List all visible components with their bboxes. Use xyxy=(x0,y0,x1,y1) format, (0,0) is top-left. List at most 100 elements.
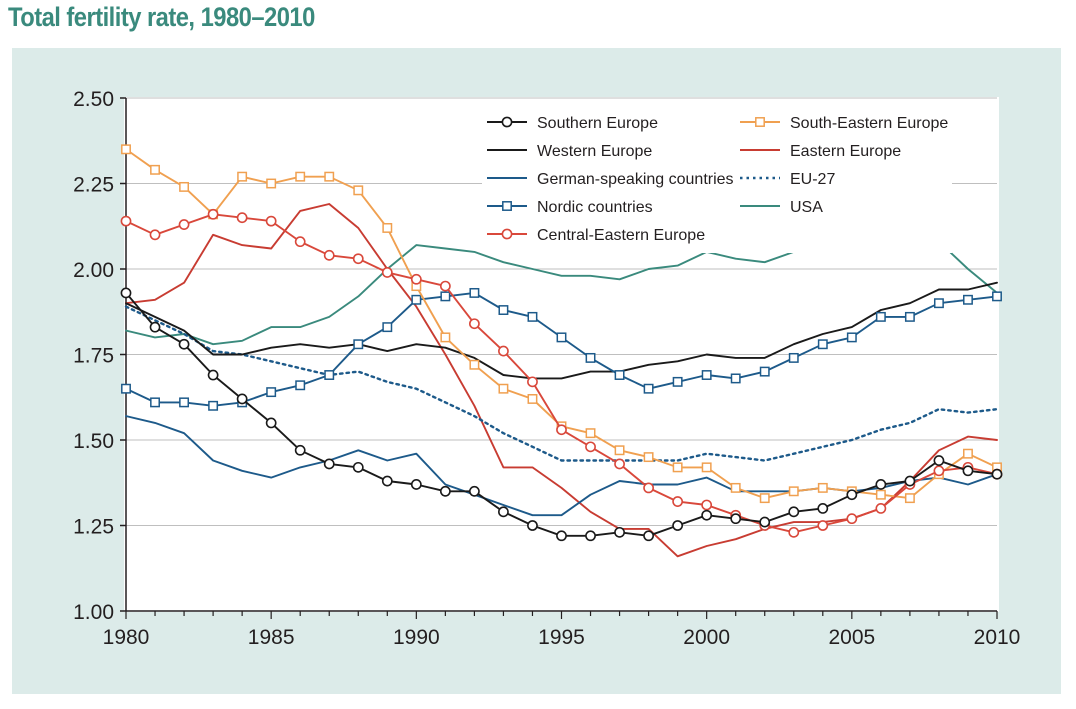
data-point-south-eastern-europe xyxy=(237,171,248,182)
data-point-southern-europe xyxy=(527,520,538,531)
data-point-central-eastern-europe xyxy=(672,496,684,507)
data-point-nordic-countries xyxy=(875,311,886,322)
data-point-nordic-countries xyxy=(701,370,712,380)
data-point-nordic-countries xyxy=(411,294,422,305)
data-point-south-eastern-europe xyxy=(585,428,596,439)
series-line-eu-27 xyxy=(124,305,999,462)
data-point-south-eastern-europe xyxy=(527,394,538,404)
legend-marker xyxy=(501,116,513,128)
data-point-nordic-countries xyxy=(498,305,509,315)
data-point-south-eastern-europe xyxy=(295,171,306,182)
y-tick-label: 1.50 xyxy=(73,430,114,453)
data-point-central-eastern-europe xyxy=(149,229,161,241)
y-tick-label: 2.25 xyxy=(73,174,114,197)
data-point-southern-europe xyxy=(614,526,625,538)
data-point-central-eastern-europe xyxy=(381,267,393,278)
data-point-nordic-countries xyxy=(150,397,160,408)
data-point-southern-europe xyxy=(759,516,771,528)
data-point-south-eastern-europe xyxy=(672,462,683,473)
series-eu-27 xyxy=(124,305,999,462)
legend: Southern Europe Western Europe German-spea… xyxy=(482,103,952,253)
legend-item-south-eastern-europe: South-Eastern Europe xyxy=(740,115,948,132)
data-point-south-eastern-europe xyxy=(266,178,277,189)
data-point-southern-europe xyxy=(991,468,1003,480)
data-point-southern-europe xyxy=(410,479,422,490)
data-point-south-eastern-europe xyxy=(498,383,509,394)
data-point-central-eastern-europe xyxy=(614,458,625,470)
data-point-southern-europe xyxy=(585,530,596,542)
data-point-central-eastern-europe xyxy=(207,208,219,220)
legend-marker xyxy=(501,228,513,240)
data-point-nordic-countries xyxy=(846,332,857,343)
data-point-nordic-countries xyxy=(614,370,625,380)
grid-lines xyxy=(126,97,997,526)
data-point-south-eastern-europe xyxy=(643,452,654,463)
legend-item-german-speaking-countries: German-speaking countries xyxy=(487,171,734,188)
series-western-europe xyxy=(125,281,998,380)
legend-item-southern-europe: Southern Europe xyxy=(487,115,658,132)
data-point-nordic-countries xyxy=(730,373,741,384)
legend-label: Eastern Europe xyxy=(790,143,901,160)
data-point-central-eastern-europe xyxy=(323,249,335,261)
data-point-central-eastern-europe xyxy=(498,345,509,357)
data-point-central-eastern-europe xyxy=(817,520,829,531)
data-point-southern-europe xyxy=(120,287,132,299)
data-point-central-eastern-europe xyxy=(701,499,713,511)
data-point-nordic-countries xyxy=(672,376,683,387)
legend-label: Nordic countries xyxy=(537,199,653,216)
data-point-central-eastern-europe xyxy=(352,253,364,265)
data-point-south-eastern-europe xyxy=(150,164,160,175)
data-point-southern-europe xyxy=(846,489,858,501)
data-point-nordic-countries xyxy=(788,352,799,363)
legend-label: Central-Eastern Europe xyxy=(537,227,705,244)
x-axis: 1980 1985 1990 1995 2000 2005 2010 xyxy=(103,610,1021,649)
y-tick-label: 2.00 xyxy=(73,259,114,282)
data-point-southern-europe xyxy=(643,530,654,542)
legend-item-nordic-countries: Nordic countries xyxy=(487,199,653,216)
data-point-nordic-countries xyxy=(759,366,770,377)
legend-marker xyxy=(755,117,765,127)
legend-item-western-europe: Western Europe xyxy=(487,143,652,160)
data-point-southern-europe xyxy=(236,393,248,405)
data-point-nordic-countries xyxy=(992,291,1002,302)
data-point-central-eastern-europe xyxy=(933,465,945,477)
data-point-south-eastern-europe xyxy=(759,493,770,504)
x-tick-label: 1990 xyxy=(393,626,440,649)
data-point-southern-europe xyxy=(381,475,393,487)
data-point-southern-europe xyxy=(323,458,335,470)
data-point-south-eastern-europe xyxy=(440,332,451,343)
y-tick-label: 1.25 xyxy=(73,516,114,539)
legend-item-eu-27: EU-27 xyxy=(740,171,835,188)
legend-label: Western Europe xyxy=(537,143,652,160)
y-axis: 2.50 2.25 2.00 1.75 1.50 1.25 1.00 xyxy=(73,88,127,624)
data-point-nordic-countries xyxy=(585,352,596,363)
data-point-southern-europe xyxy=(556,530,567,542)
data-point-nordic-countries xyxy=(527,311,538,322)
data-point-nordic-countries xyxy=(208,400,219,411)
x-tick-label: 1995 xyxy=(538,626,585,649)
data-point-nordic-countries xyxy=(295,380,306,391)
data-point-southern-europe xyxy=(207,369,219,381)
data-point-central-eastern-europe xyxy=(410,273,422,285)
data-point-southern-europe xyxy=(498,506,509,518)
data-point-southern-europe xyxy=(672,520,684,531)
data-point-nordic-countries xyxy=(963,294,973,305)
y-tick-label: 1.00 xyxy=(73,601,114,624)
x-tick-label: 2005 xyxy=(828,626,875,649)
data-point-nordic-countries xyxy=(179,397,190,408)
x-tick-label: 2010 xyxy=(974,626,1021,649)
data-point-nordic-countries xyxy=(556,332,567,343)
data-point-south-eastern-europe xyxy=(179,181,190,192)
data-point-central-eastern-europe xyxy=(236,212,248,224)
data-point-southern-europe xyxy=(875,479,887,490)
line-chart: 2.50 2.25 2.00 1.75 1.50 1.25 1.00 1980 1985 199… xyxy=(12,48,1061,694)
data-point-central-eastern-europe xyxy=(178,219,190,230)
series-nordic-countries xyxy=(121,287,1002,411)
series-line-western-europe xyxy=(125,281,998,380)
data-point-south-eastern-europe xyxy=(353,185,364,196)
legend-label: EU-27 xyxy=(790,171,835,188)
legend-item-eastern-europe: Eastern Europe xyxy=(740,143,901,160)
data-point-south-eastern-europe xyxy=(121,144,131,155)
data-point-central-eastern-europe xyxy=(527,376,538,388)
data-point-south-eastern-europe xyxy=(904,493,915,504)
